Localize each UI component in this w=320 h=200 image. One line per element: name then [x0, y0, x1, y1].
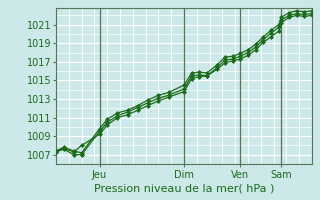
X-axis label: Pression niveau de la mer( hPa ): Pression niveau de la mer( hPa )	[94, 184, 274, 194]
